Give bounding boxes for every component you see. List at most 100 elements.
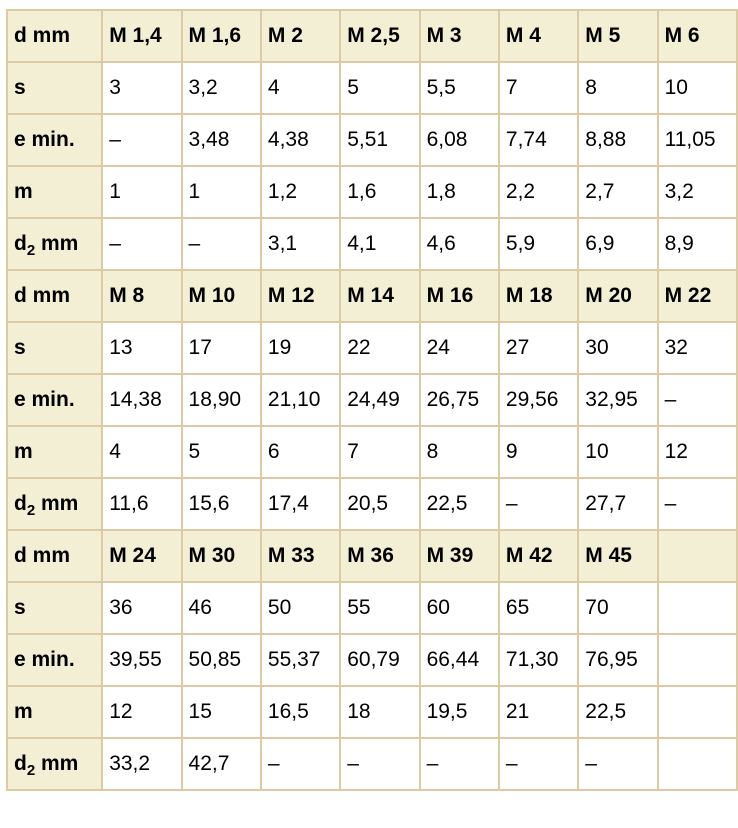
value-cell: 3,2 (656, 165, 738, 219)
value-cell: 7 (339, 425, 421, 479)
value-cell: 27,7 (577, 477, 659, 531)
value-cell: 4 (101, 425, 183, 479)
row-label: s (5, 321, 104, 375)
row-label: e min. (5, 113, 104, 167)
size-header-cell: M 20 (577, 269, 659, 323)
label-unit: mm (35, 492, 79, 515)
value-cell: 10 (656, 61, 738, 115)
value-cell: 2,7 (577, 165, 659, 219)
value-cell: 4,6 (418, 217, 500, 271)
value-cell: 1 (101, 165, 183, 219)
value-cell: 70 (577, 581, 659, 635)
value-cell: 3 (101, 61, 183, 115)
value-cell: 21,10 (259, 373, 342, 427)
row-label: m (5, 165, 104, 219)
size-header-cell: M 8 (101, 269, 183, 323)
value-cell: 3,1 (259, 217, 342, 271)
value-cell: 7,74 (497, 113, 580, 167)
value-cell: – (101, 113, 183, 167)
table-row-d2: d2 mm 11,6 15,6 17,4 20,5 22,5–27,7– (5, 477, 738, 531)
value-cell: 3,2 (180, 61, 262, 115)
table-row-s: s 36 46 50 55 60 65 70 (5, 581, 738, 635)
row-label: d mm (5, 529, 104, 583)
table-row-d2: d2 mm 33,2 42,7– – – – – (5, 737, 738, 791)
value-cell: 36 (101, 581, 183, 635)
value-cell: – (180, 217, 262, 271)
value-cell: 65 (497, 581, 580, 635)
label-subscript: 2 (26, 502, 36, 519)
value-cell: 6,08 (418, 113, 500, 167)
value-cell: 13 (101, 321, 183, 375)
row-label: m (5, 425, 104, 479)
row-label: s (5, 581, 104, 635)
value-cell: 8,88 (577, 113, 659, 167)
value-cell: 55,37 (259, 633, 342, 687)
value-cell: 29,56 (497, 373, 580, 427)
value-cell: 1,2 (259, 165, 342, 219)
value-cell: 19 (259, 321, 342, 375)
value-cell (656, 633, 738, 687)
size-header-cell: M 2 (259, 9, 342, 63)
value-cell: 17 (180, 321, 262, 375)
value-cell: 1 (180, 165, 262, 219)
value-cell: 32,95 (577, 373, 659, 427)
size-header-cell: M 1,4 (101, 9, 183, 63)
value-cell: 27 (497, 321, 580, 375)
label-subscript: 2 (26, 242, 36, 259)
value-cell: 5,51 (339, 113, 421, 167)
size-header-cell: M 22 (656, 269, 738, 323)
row-label: e min. (5, 373, 104, 427)
label-base: d (14, 232, 27, 255)
value-cell: 71,30 (497, 633, 580, 687)
value-cell: 17,4 (259, 477, 342, 531)
value-cell: 5,5 (418, 61, 500, 115)
value-cell (656, 685, 738, 739)
size-header-cell: M 3 (418, 9, 500, 63)
value-cell: – (656, 477, 738, 531)
value-cell: – (101, 217, 183, 271)
value-cell: 8 (418, 425, 500, 479)
value-cell: – (497, 737, 580, 791)
value-cell: 22,5 (577, 685, 659, 739)
value-cell: 18 (339, 685, 421, 739)
value-cell: 50 (259, 581, 342, 635)
size-header-cell: M 6 (656, 9, 738, 63)
value-cell: 39,55 (101, 633, 183, 687)
table-row-s: s 3 3,2 4 5 5,5 7 8 10 (5, 61, 738, 115)
size-header-cell: M 18 (497, 269, 580, 323)
value-cell: 8,9 (656, 217, 738, 271)
size-header-cell (656, 529, 738, 583)
value-cell (656, 581, 738, 635)
value-cell: 6,9 (577, 217, 659, 271)
value-cell: 19,5 (418, 685, 500, 739)
value-cell: 5,9 (497, 217, 580, 271)
row-label: d mm (5, 269, 104, 323)
value-cell: 9 (497, 425, 580, 479)
size-header-cell: M 30 (180, 529, 262, 583)
value-cell: 3,48 (180, 113, 262, 167)
value-cell: 46 (180, 581, 262, 635)
label-subscript: 2 (26, 762, 36, 779)
value-cell: 4 (259, 61, 342, 115)
table-row-d2: d2 mm – –3,1 4,1 4,6 5,9 6,9 8,9 (5, 217, 738, 271)
size-header-cell: M 24 (101, 529, 183, 583)
size-header-cell: M 1,6 (180, 9, 262, 63)
value-cell: 32 (656, 321, 738, 375)
value-cell: 14,38 (101, 373, 183, 427)
value-cell: 4,1 (339, 217, 421, 271)
value-cell: 26,75 (418, 373, 500, 427)
value-cell: – (497, 477, 580, 531)
value-cell: 12 (101, 685, 183, 739)
row-label: d2 mm (5, 217, 104, 271)
row-label: d2 mm (5, 737, 104, 791)
value-cell: 6 (259, 425, 342, 479)
value-cell: 22,5 (418, 477, 500, 531)
row-label: e min. (5, 633, 104, 687)
table-row-s: s 13 17 19 22 24 27 30 32 (5, 321, 738, 375)
row-label: d mm (5, 9, 104, 63)
table-row-m: m 1 1 1,2 1,6 1,8 2,2 2,7 3,2 (5, 165, 738, 219)
value-cell: 21 (497, 685, 580, 739)
